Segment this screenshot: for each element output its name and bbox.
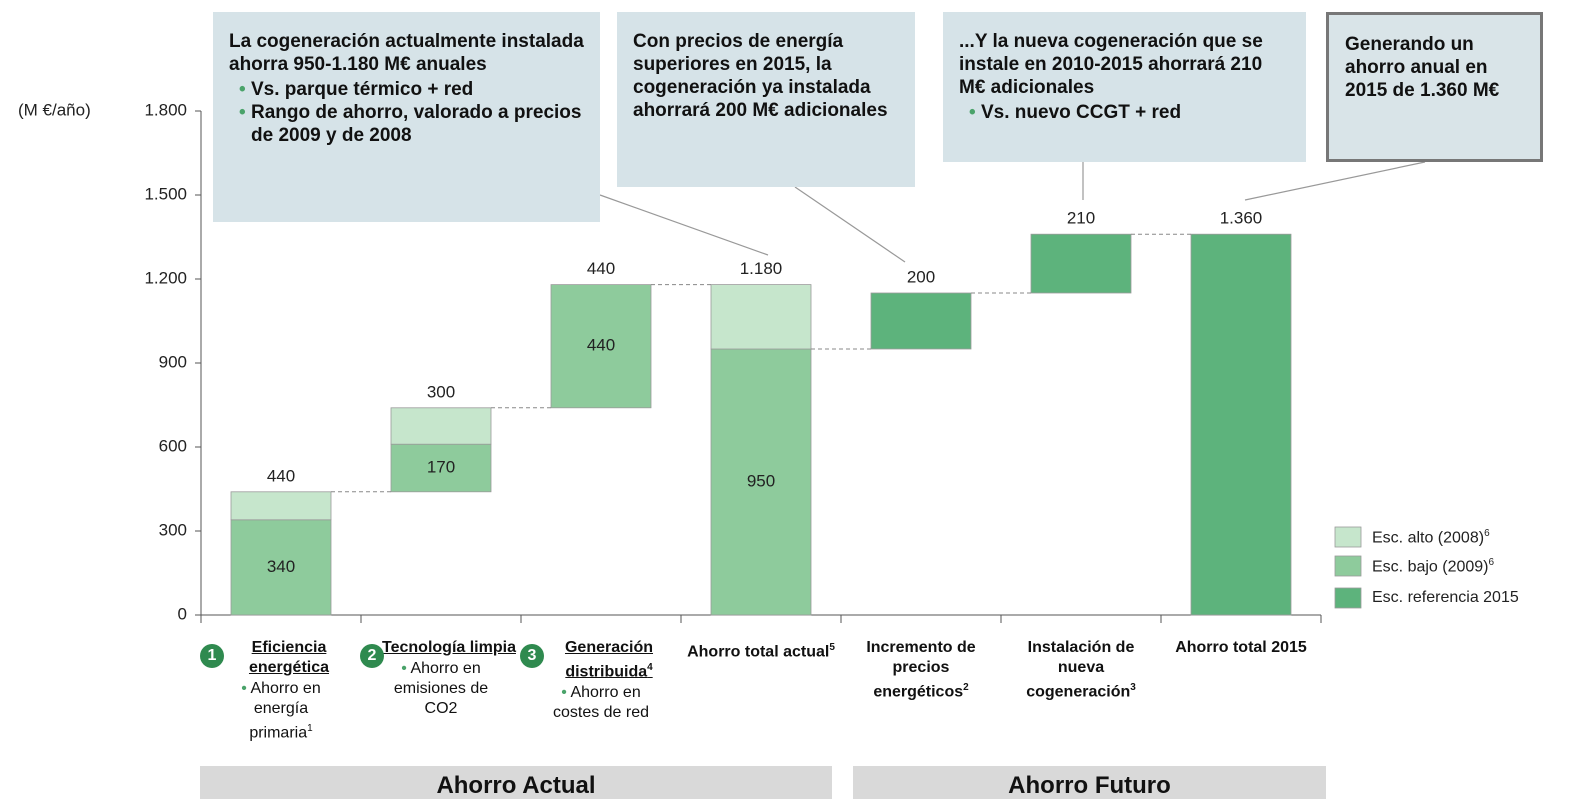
y-tick-label: 600 (159, 436, 187, 455)
bar-total-label: 440 (267, 466, 295, 485)
y-tick-label: 900 (159, 352, 187, 371)
legend-entry: Esc. bajo (2009)6 (1372, 557, 1494, 576)
bar-segment (710, 348, 812, 616)
leader-line (599, 194, 769, 256)
annotation-box: Generando un ahorro anual en 2015 de 1.3… (1326, 12, 1543, 162)
bar-total-label: 210 (1067, 209, 1095, 228)
annotation-bullet: Vs. parque térmico + red (239, 78, 586, 101)
category-title-text: Tecnología limpia (382, 639, 516, 656)
category-note-sup: 1 (307, 723, 313, 734)
category-title-text: Instalación de nueva cogeneración (1026, 639, 1135, 701)
bar-segment (870, 292, 972, 350)
annotation-bullet: Vs. nuevo CCGT + red (969, 101, 1292, 124)
category-title-text: Incremento de precios energéticos (866, 639, 976, 701)
legend-text: Esc. referencia 2015 (1372, 589, 1519, 606)
category-number: 2 (360, 644, 384, 668)
category-title-text: Ahorro total actual (687, 643, 830, 661)
category-note-text: Ahorro en energía primaria (249, 680, 321, 742)
bar-total-label: 1.360 (1220, 209, 1263, 228)
bar-segment (230, 491, 332, 521)
category-note-text: Ahorro en costes de red (552, 684, 650, 722)
category-sup: 3 (1130, 682, 1136, 693)
category-title: Incremento de precios energéticos2 (846, 638, 996, 702)
bar-total-label: 440 (587, 259, 615, 278)
category-title-text: Eficiencia energética (248, 639, 330, 676)
category-title: Generación distribuida4 (526, 638, 676, 682)
group-label: Ahorro Futuro (853, 766, 1326, 799)
category-number: 3 (520, 644, 544, 668)
y-tick-label: 300 (159, 520, 187, 539)
category-label: Ahorro total 2015 (1166, 638, 1316, 658)
bar-total-label: 1.180 (740, 259, 783, 278)
bar-segment (390, 407, 492, 445)
legend-entry: Esc. alto (2008)6 (1372, 528, 1490, 547)
y-unit: (M €/año) (18, 100, 91, 119)
bar-segment (550, 284, 652, 409)
legend-text: Esc. alto (2008) (1372, 529, 1485, 547)
y-tick-label: 0 (178, 604, 187, 623)
legend-entry: Esc. referencia 2015 (1372, 589, 1519, 607)
bar-total-label: 300 (427, 382, 455, 401)
legend-swatch (1334, 587, 1362, 609)
annotation-box: ...Y la nueva cogeneración que se instal… (943, 12, 1306, 162)
bar-value-label: 170 (427, 457, 455, 476)
legend-text: Esc. bajo (2009) (1372, 558, 1489, 576)
category-title-text: Generación distribuida (564, 639, 654, 681)
category-sup: 5 (829, 642, 835, 653)
category-note-text: Ahorro en emisiones de CO2 (393, 660, 489, 717)
category-label: Incremento de precios energéticos2 (846, 638, 996, 702)
annotation-text: Con precios de energía superiores en 201… (633, 31, 888, 121)
legend-sup: 6 (1488, 557, 1495, 568)
bar-segment (230, 519, 332, 616)
annotation-text: Generando un ahorro anual en 2015 de 1.3… (1345, 34, 1500, 101)
category-number: 1 (200, 644, 224, 668)
leader-line (1244, 161, 1426, 201)
annotation-bullets: Vs. nuevo CCGT + red (959, 101, 1292, 124)
category-sup: 2 (963, 682, 969, 693)
annotation-text: La cogeneración actualmente instalada ah… (229, 31, 584, 75)
y-tick-label: 1.200 (144, 268, 187, 287)
bar-value-label: 950 (747, 471, 775, 490)
bar-total-label: 200 (907, 267, 935, 286)
category-title: Ahorro total 2015 (1166, 638, 1316, 658)
category-label: Instalación de nueva cogeneración3 (1006, 638, 1156, 702)
category-title-text: Ahorro total 2015 (1175, 639, 1307, 656)
bar-value-label: 440 (587, 336, 615, 355)
category-title: Ahorro total actual5 (686, 638, 836, 662)
annotation-box: La cogeneración actualmente instalada ah… (213, 12, 600, 222)
category-note: Ahorro en costes de red (526, 683, 676, 723)
legend-swatch (1334, 555, 1362, 577)
bar-segment (1030, 233, 1132, 294)
category-title: Instalación de nueva cogeneración3 (1006, 638, 1156, 702)
leader-line (794, 186, 906, 263)
category-sup: 4 (647, 662, 653, 673)
legend-swatch (1334, 526, 1362, 548)
y-tick-label: 1.500 (144, 184, 187, 203)
category-note: Ahorro en emisiones de CO2 (366, 659, 516, 719)
bar-segment (710, 284, 812, 350)
category-title: Eficiencia energética (206, 638, 356, 678)
group-label: Ahorro Actual (200, 766, 832, 799)
category-label: Ahorro total actual5 (686, 638, 836, 662)
annotation-bullets: Vs. parque térmico + redRango de ahorro,… (229, 78, 586, 147)
y-tick-label: 1.800 (144, 100, 187, 119)
bar-value-label: 340 (267, 557, 295, 576)
category-title: Tecnología limpia (366, 638, 516, 658)
bar-segment (1190, 233, 1292, 616)
annotation-text: ...Y la nueva cogeneración que se instal… (959, 31, 1263, 98)
annotation-box: Con precios de energía superiores en 201… (617, 12, 915, 187)
category-note: Ahorro en energía primaria1 (206, 679, 356, 743)
legend-sup: 6 (1484, 528, 1490, 539)
annotation-bullet: Rango de ahorro, valorado a precios de 2… (239, 101, 586, 147)
